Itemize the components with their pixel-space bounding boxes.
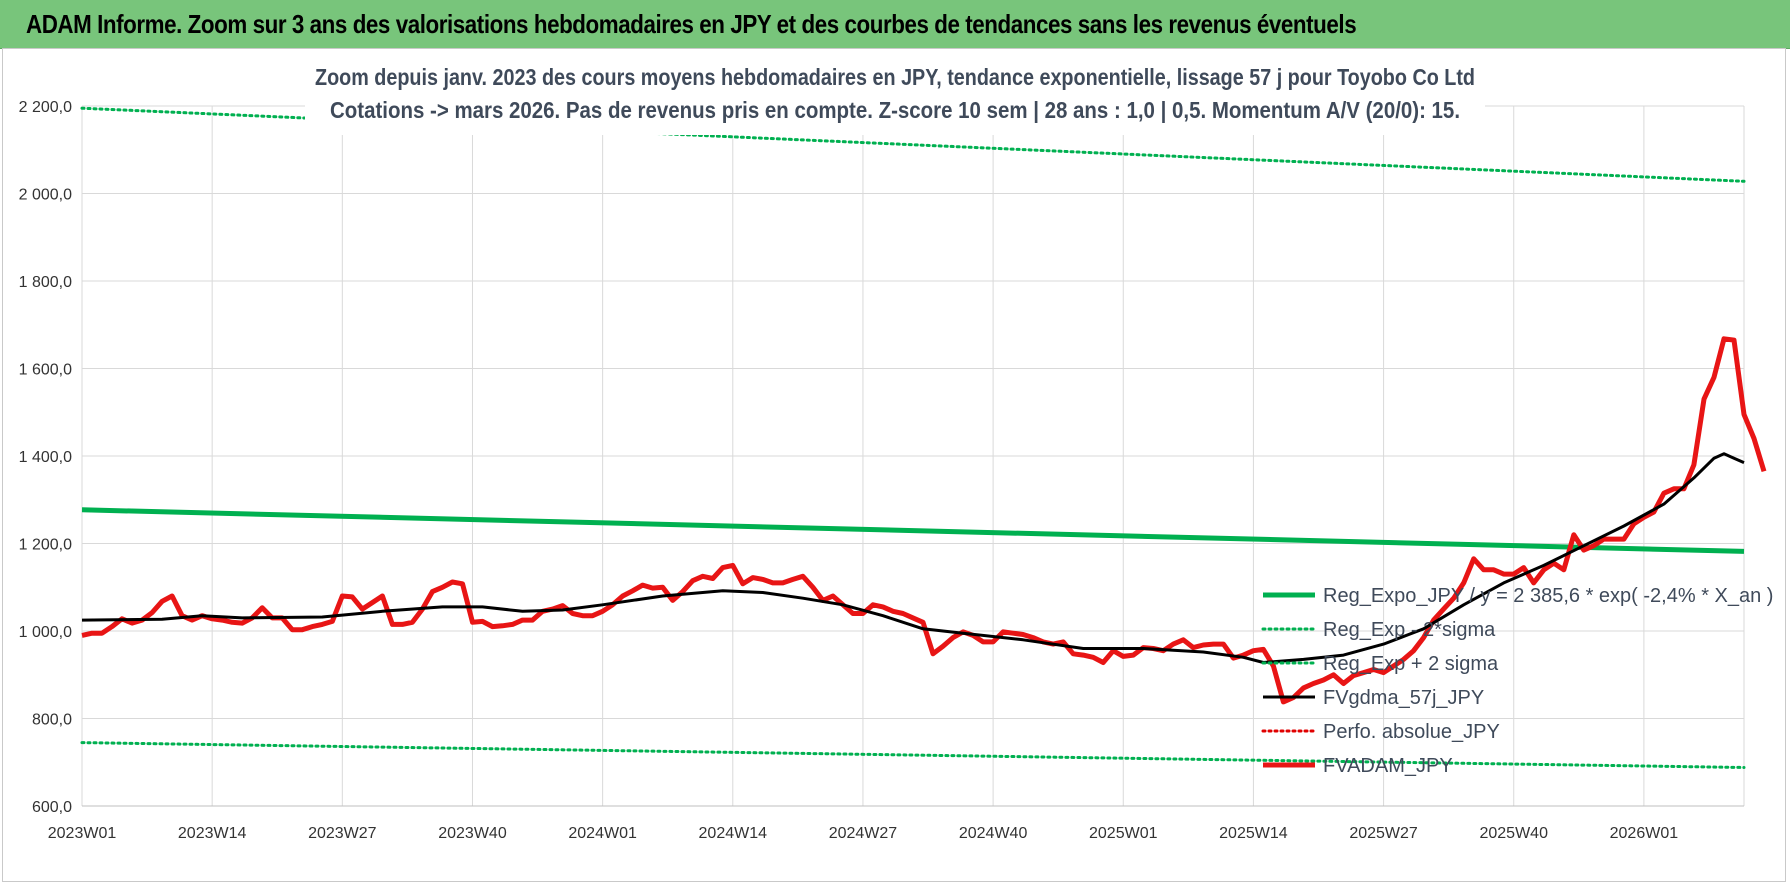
x-tick-label: 2023W14: [178, 825, 247, 842]
banner-title: ADAM Informe. Zoom sur 3 ans des valoris…: [26, 9, 1357, 39]
chart-title-line: Zoom depuis janv. 2023 des cours moyens …: [315, 64, 1475, 90]
y-tick-label: 1 800,0: [19, 274, 72, 291]
report-banner: ADAM Informe. Zoom sur 3 ans des valoris…: [0, 0, 1790, 49]
legend-label: Reg_Exp - 2*sigma: [1323, 619, 1496, 641]
x-tick-label: 2024W01: [568, 825, 637, 842]
legend-label: FVADAM_JPY: [1323, 755, 1453, 777]
chart-title-box: [305, 59, 1485, 135]
legend-label: FVgdma_57j_JPY: [1323, 687, 1484, 709]
chart-frame: 600,0 800,0 1 000,0 1 200,0 1 400,0 1 600,0 1 …: [2, 48, 1786, 882]
y-tick-label: 1 000,0: [19, 624, 72, 641]
x-tick-label: 2026W01: [1610, 825, 1679, 842]
chart-title-line: Cotations -> mars 2026. Pas de revenus p…: [330, 97, 1460, 123]
y-tick-label: 1 600,0: [19, 362, 72, 379]
x-tick-label: 2023W01: [48, 825, 117, 842]
legend-label: Reg_Expo_JPY / y = 2 385,6 * exp( -2,4% …: [1323, 585, 1773, 607]
y-tick-label: 1 200,0: [19, 537, 72, 554]
x-tick-label: 2023W27: [308, 825, 377, 842]
x-tick-label: 2023W40: [438, 825, 507, 842]
series-line-5: [81, 336, 1767, 705]
x-tick-label: 2025W14: [1219, 825, 1288, 842]
series-line-1: [80, 741, 1746, 769]
y-tick-label: 2 000,0: [19, 187, 72, 204]
y-tick-label: 600,0: [32, 799, 72, 816]
x-tick-label: 2025W01: [1089, 825, 1158, 842]
y-tick-label: 2 200,0: [19, 99, 72, 116]
y-tick-label: 1 400,0: [19, 449, 72, 466]
series-line-0: [81, 507, 1745, 554]
x-tick-label: 2024W14: [699, 825, 768, 842]
x-tick-label: 2025W40: [1479, 825, 1548, 842]
legend-label: Perfo. absolue_JPY: [1323, 721, 1500, 743]
legend-label: Reg_Exp + 2 sigma: [1323, 653, 1499, 675]
y-tick-label: 800,0: [32, 712, 72, 729]
x-tick-label: 2025W27: [1349, 825, 1418, 842]
x-tick-label: 2024W40: [959, 825, 1028, 842]
x-tick-label: 2024W27: [829, 825, 898, 842]
line-chart: 600,0 800,0 1 000,0 1 200,0 1 400,0 1 600,0 1 …: [19, 59, 1773, 842]
series-line-3: [81, 452, 1745, 664]
